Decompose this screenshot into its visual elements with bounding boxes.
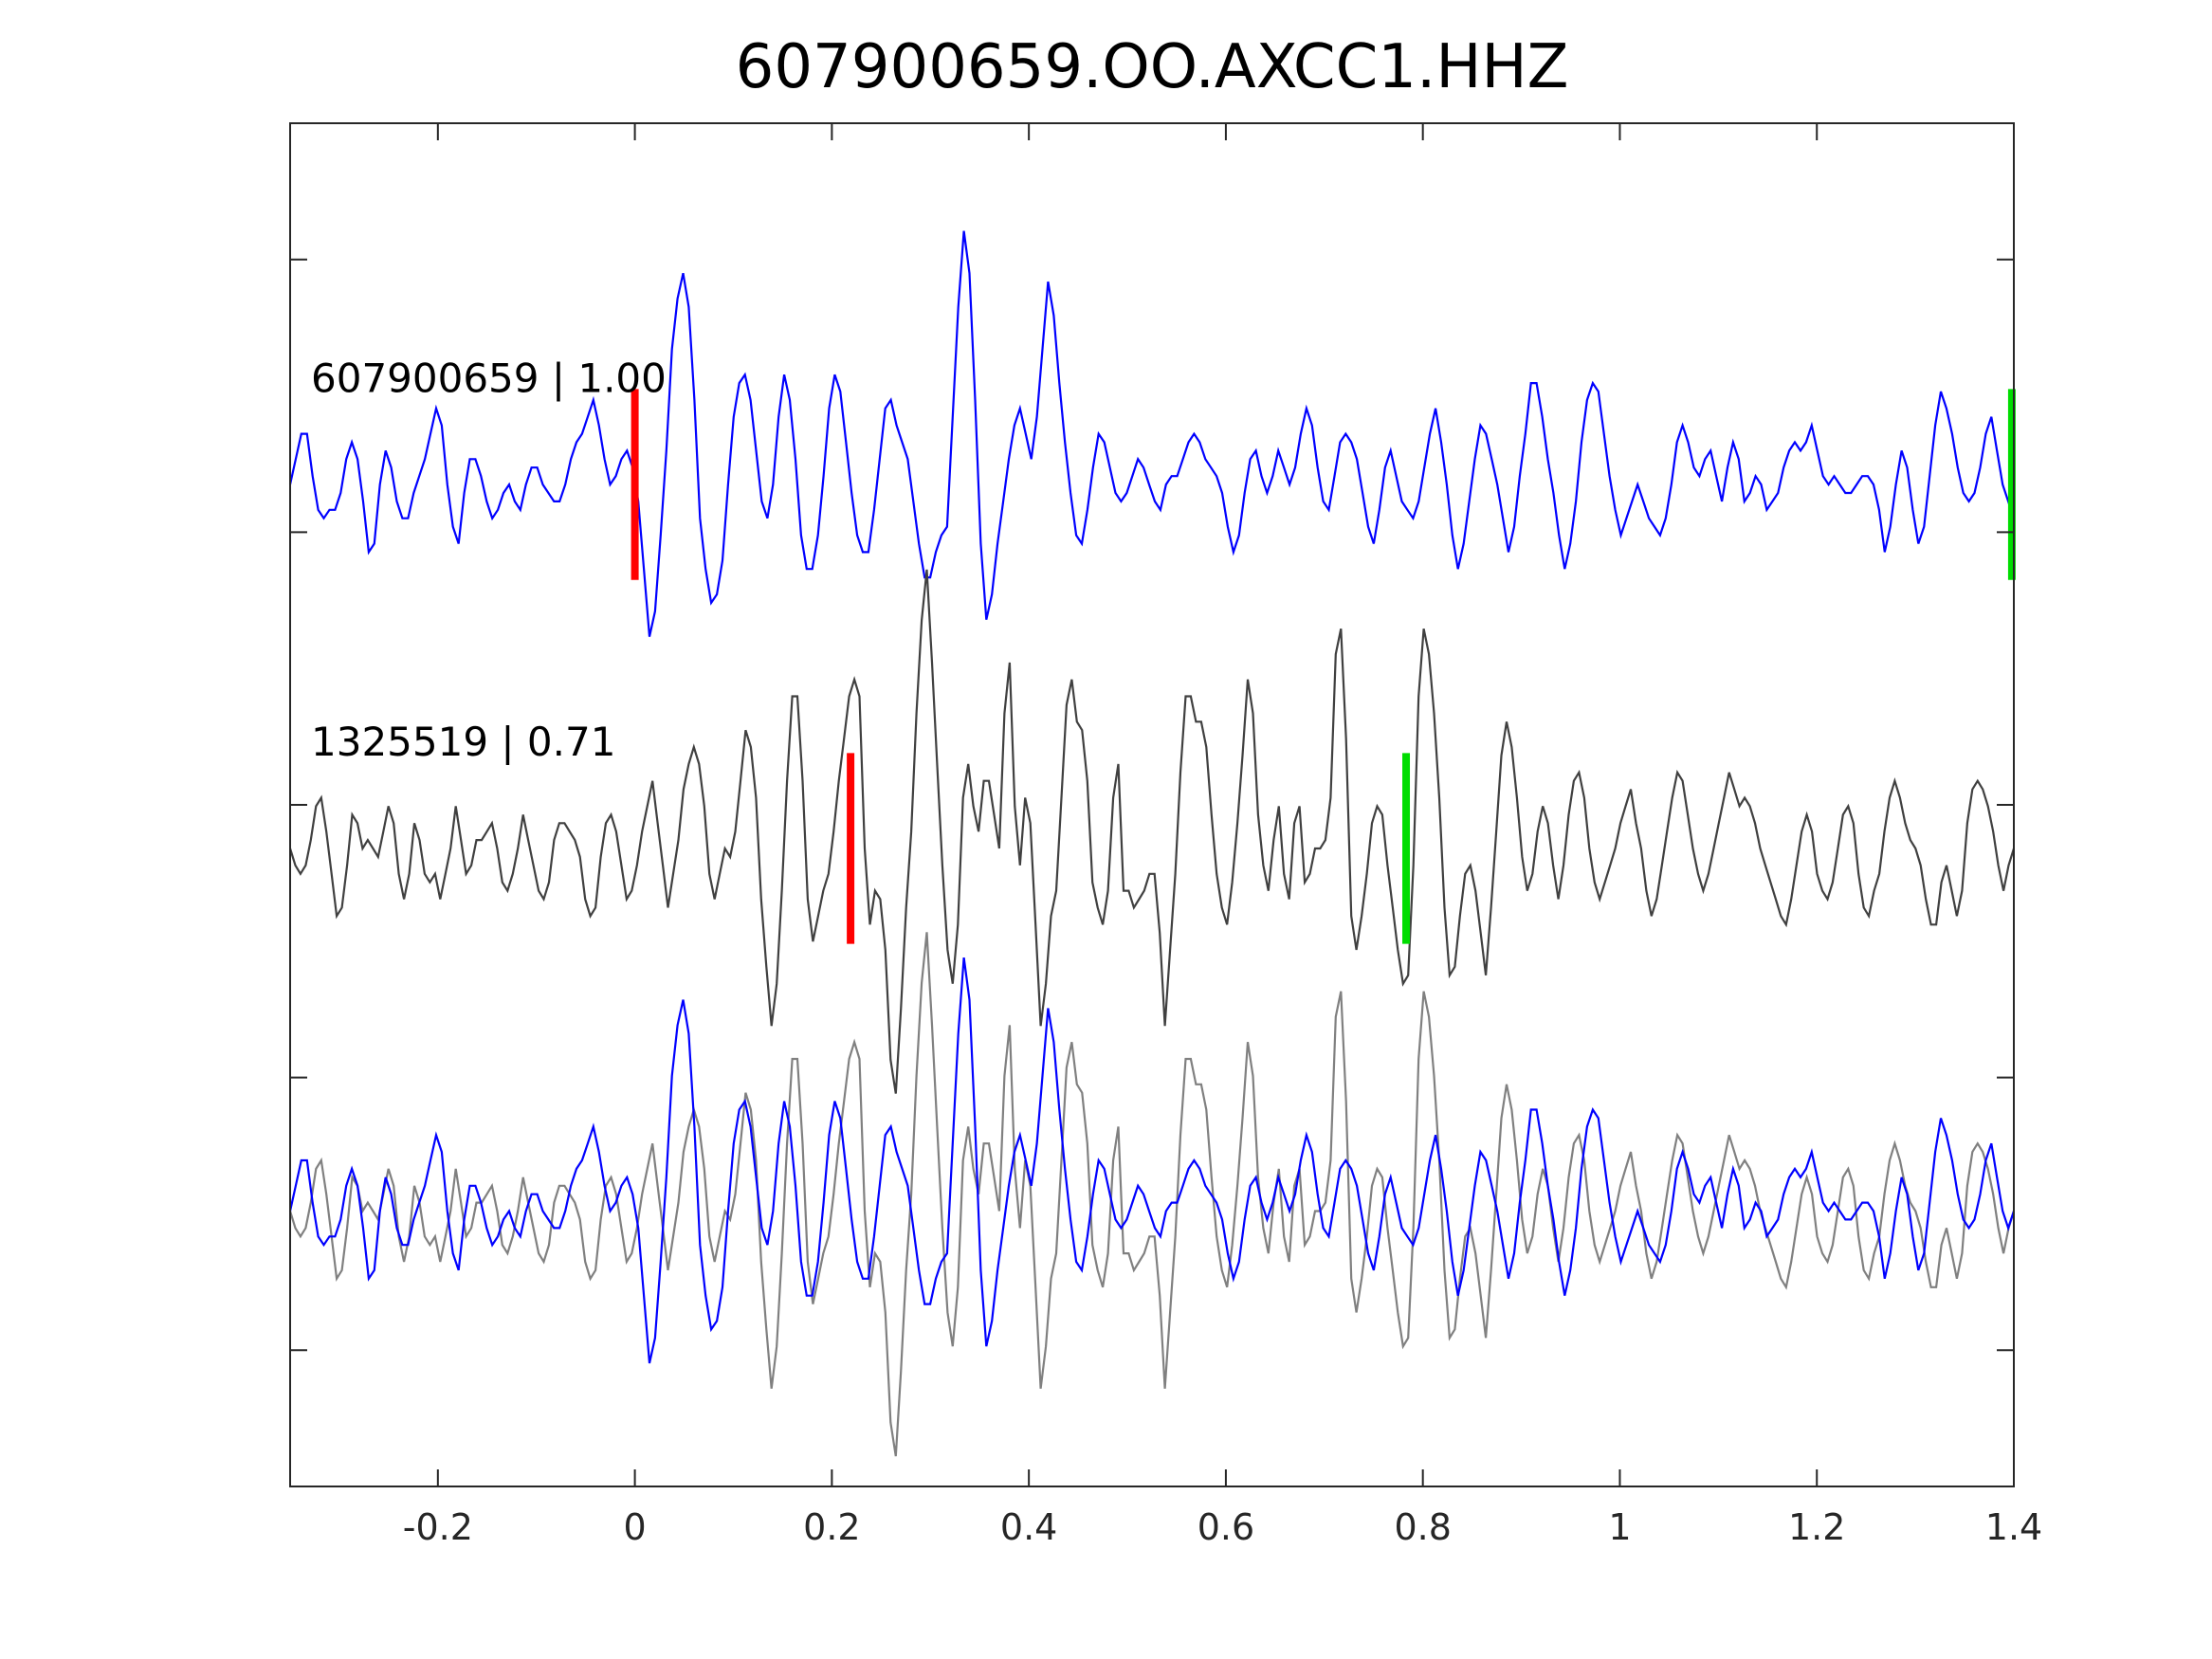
axes-box (289, 122, 2015, 1487)
x-tick-label: 0.4 (1000, 1506, 1057, 1548)
overlay-trace-2-waveform (288, 932, 2016, 1457)
trace-1-label: 607900659 | 1.00 (311, 355, 667, 401)
trace-1-waveform (288, 230, 2016, 637)
trace-2-label: 1325519 | 0.71 (311, 719, 615, 765)
trace-2-waveform (288, 569, 2016, 1094)
x-tick-label: 0.2 (803, 1506, 860, 1548)
chart-title: 607900659.OO.AXCC1.HHZ (736, 32, 1569, 102)
x-tick-label: 1.2 (1788, 1506, 1845, 1548)
plot-area: 607900659 | 1.00 1325519 | 0.71 (288, 230, 2016, 1457)
x-tick-label: 0 (624, 1506, 647, 1548)
x-tick-label: 0.6 (1197, 1506, 1254, 1548)
x-tick-label: -0.2 (403, 1506, 473, 1548)
axes: -0.2 0 0.2 0.4 0.6 0.8 1 1.2 1.4 (289, 122, 2042, 1548)
x-tick-label: 1.4 (1985, 1506, 2042, 1548)
overlay-trace-1-waveform (288, 957, 2016, 1364)
x-tick-label: 0.8 (1394, 1506, 1451, 1548)
x-tick-label: 1 (1608, 1506, 1631, 1548)
